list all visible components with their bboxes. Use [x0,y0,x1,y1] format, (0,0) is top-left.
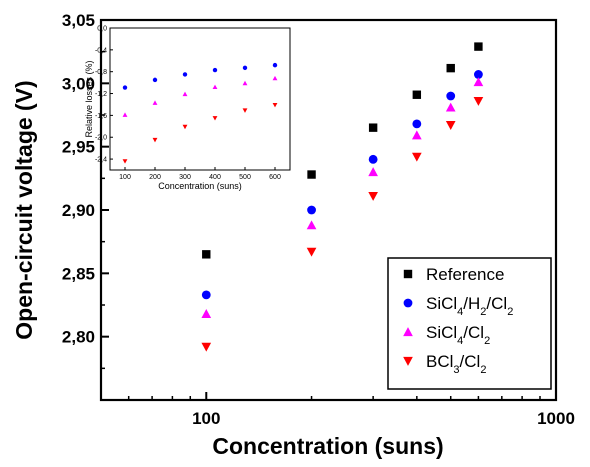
data-point [307,170,316,179]
data-point [473,96,484,106]
main-axis-ticks: 100 1000 2,80 2,85 2,90 2,95 3,00 3,05 [62,11,575,428]
legend-label: BCl3/Cl2 [426,352,486,376]
legend-items: Reference SiCl4/H2/Cl2 SiCl4/Cl2 BCl3/Cl2 [403,265,513,376]
data-point [412,90,422,99]
inset-data-point [182,72,188,77]
inset-x-tick-label: 300 [179,174,191,181]
data-point [412,119,422,129]
inset-chart: 100 200 300 400 500 600 0,0 -0,4 -0,8 -1,2 -1,6 -2,… [84,26,291,191]
data-point [201,290,211,300]
y-tick-label: 3,00 [62,74,95,93]
data-point [445,102,456,112]
data-point [201,342,212,352]
data-point [368,167,378,177]
data-point [412,152,422,162]
inset-y-tick-label: -1,2 [95,91,107,98]
y-tick-label: 2,95 [62,138,95,157]
inset-y-tick-label: -0,4 [95,47,107,54]
legend-marker [403,269,413,279]
data-point [306,220,317,230]
inset-data-point [182,124,188,130]
inset-y-tick-label: -0,8 [95,69,107,76]
inset-data-point [212,84,218,90]
y-tick-label: 2,85 [62,264,95,283]
legend-marker [403,327,413,337]
inset-x-tick-label: 100 [119,174,131,181]
inset-data-point [152,137,158,143]
main-data-points [201,42,484,352]
inset-y-tick-label: -2,0 [95,135,107,142]
data-point [474,42,483,51]
inset-data-point [272,102,278,108]
y-tick-label: 3,05 [62,11,95,30]
inset-data-point [212,116,218,121]
inset-data-point [212,67,218,73]
inset-x-tick-label: 600 [269,174,281,181]
inset-x-tick-label: 200 [149,174,161,181]
inset-data-point [122,112,128,117]
legend-box [387,257,552,390]
data-point [446,91,456,101]
y-tick-label: 2,90 [62,201,95,220]
inset-data-point [242,80,248,86]
data-point [368,123,378,132]
inset-data-point [242,108,248,113]
inset-x-tick-label: 400 [209,174,221,181]
data-point [446,63,455,73]
y-axis-title: Open-circuit voltage (V) [11,80,37,339]
data-point [306,247,317,257]
legend-label: SiCl4/H2/Cl2 [426,294,513,318]
inset-x-axis-title: Concentration (suns) [158,181,242,191]
inset-data-point [122,159,128,164]
legend: Reference SiCl4/H2/Cl2 SiCl4/Cl2 BCl3/Cl2 [387,257,552,390]
inset-y-tick-label: 0,0 [97,26,107,33]
inset-y-tick-label: -2,4 [95,157,107,164]
inset-data-point [182,91,188,97]
y-tick-label: 2,80 [62,328,95,347]
inset-plot-frame [109,27,291,171]
data-point [307,205,316,215]
data-point [202,250,211,259]
inset-data-point [242,65,248,71]
data-point [445,121,456,130]
data-point [474,70,483,79]
inset-data-point [152,77,158,83]
inset-data-point [122,85,128,90]
inset-y-tick-label: -1,6 [95,113,107,120]
data-point [368,191,378,201]
x-tick-label: 100 [192,409,220,428]
data-point [368,154,378,164]
legend-marker [403,356,413,366]
data-point [473,77,484,87]
data-point [412,130,422,140]
inset-data-point [152,100,158,105]
data-point [201,309,212,318]
legend-label: Reference [426,265,504,284]
x-tick-label: 1000 [537,409,575,428]
inset-data-point [272,62,278,68]
legend-marker [403,298,413,308]
inset-y-axis-title: Relative losses (%) [84,60,94,137]
inset-axis-ticks: 100 200 300 400 500 600 0,0 -0,4 -0,8 -1,2 -1,6 -2,… [95,26,281,182]
x-axis-title: Concentration (suns) [212,433,443,459]
inset-data-points [122,62,278,164]
inset-x-tick-label: 500 [239,174,251,181]
legend-label: SiCl4/Cl2 [426,323,490,347]
inset-data-point [272,75,278,81]
